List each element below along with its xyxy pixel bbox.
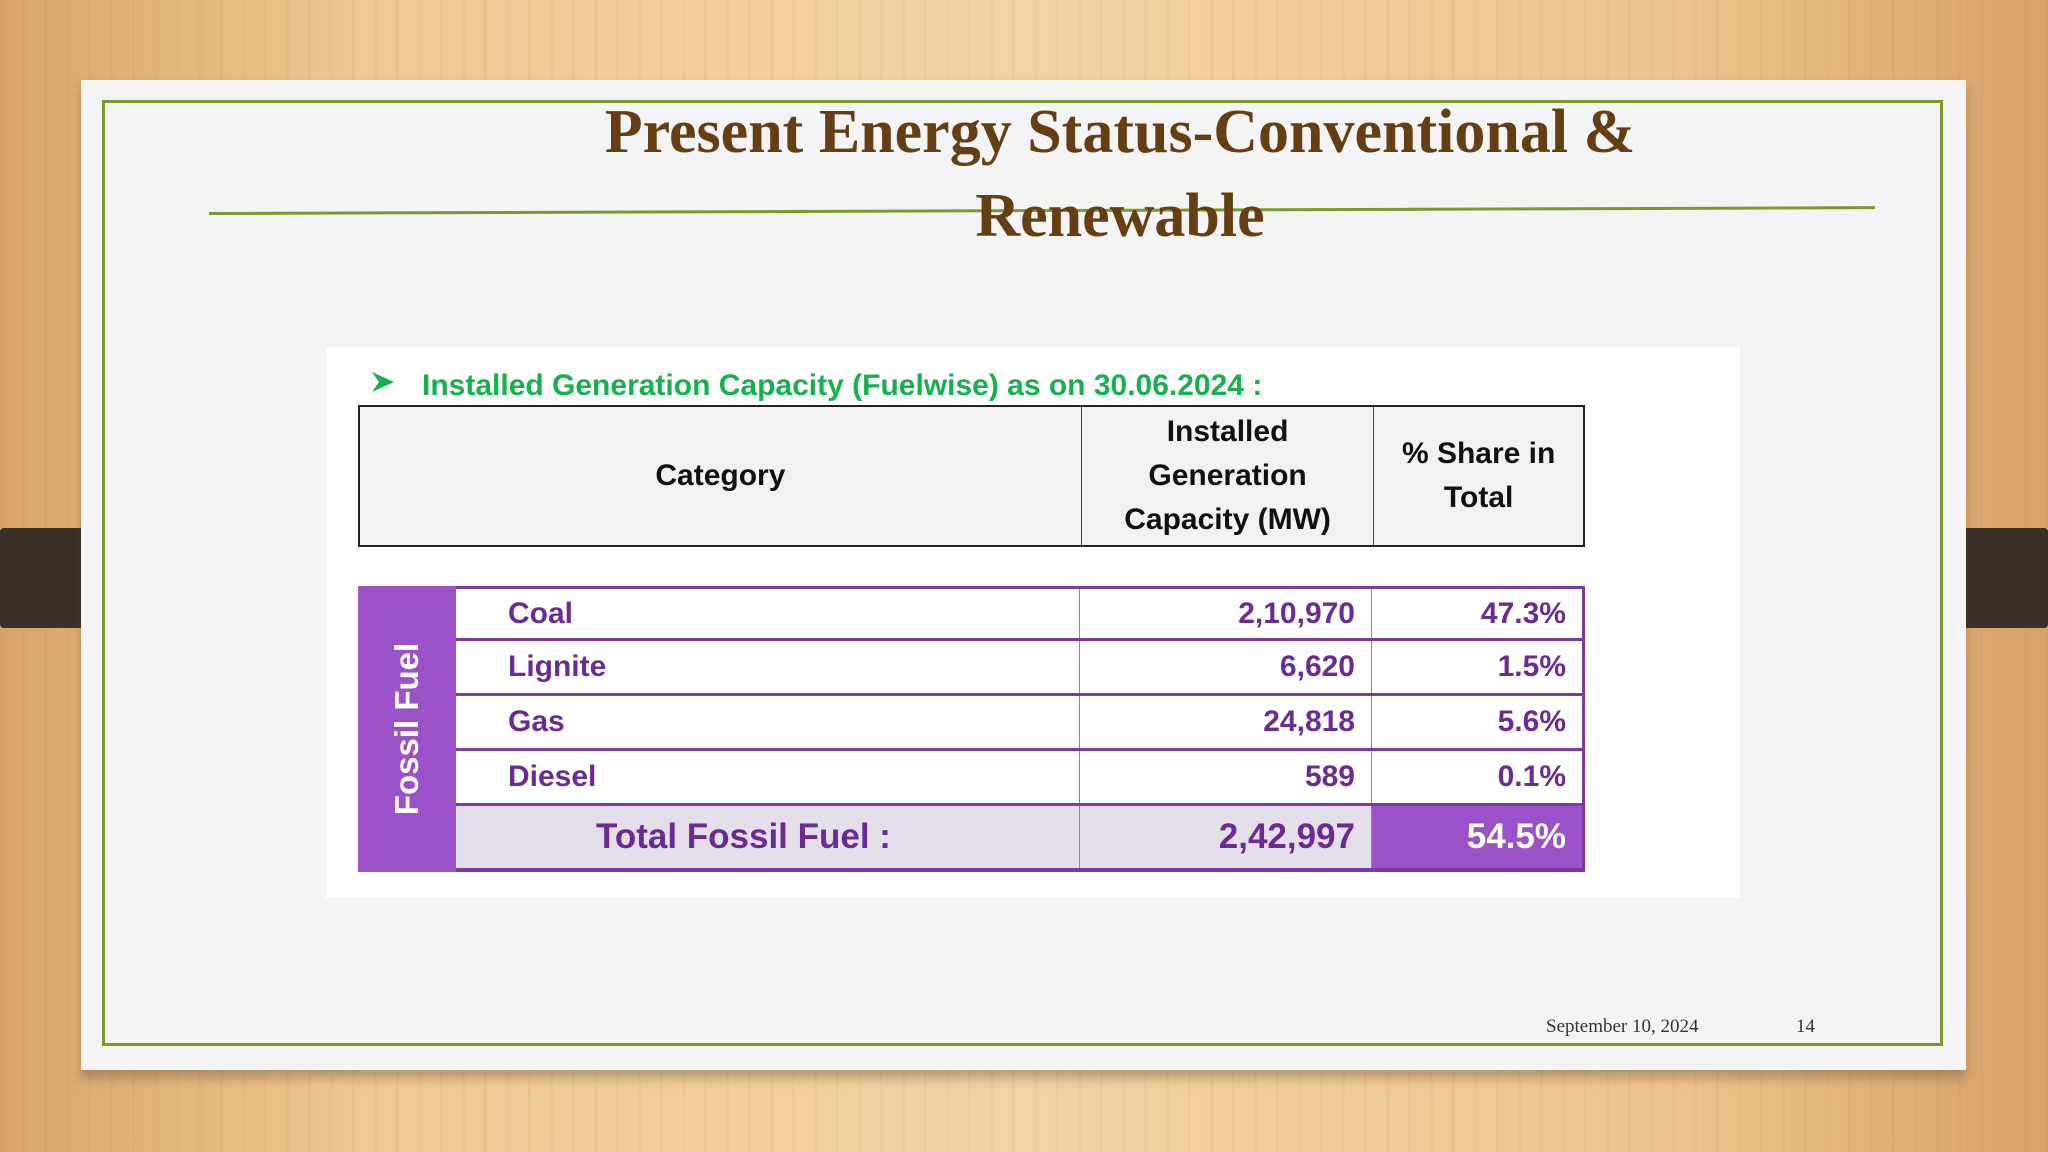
arrowhead-bullet-icon (370, 369, 396, 403)
header-share-line-2: Total (1443, 481, 1514, 514)
subtitle-text: Installed Generation Capacity (Fuelwise)… (422, 369, 1263, 402)
table-row: Lignite 6,620 1.5% (456, 641, 1585, 696)
slide-title: Present Energy Status-Conventional & Ren… (480, 90, 1760, 258)
header-capacity-line-2: Generation (1148, 459, 1307, 492)
group-label: Fossil Fuel (388, 642, 425, 816)
row-share: 5.6% (1372, 696, 1585, 748)
header-capacity-line-1: Installed (1166, 415, 1289, 448)
table-row: Gas 24,818 5.6% (456, 696, 1585, 751)
title-line-1: Present Energy Status-Conventional & (604, 98, 1636, 166)
row-share: 0.1% (1372, 751, 1585, 803)
total-share: 54.5% (1372, 806, 1585, 868)
row-category: Diesel (456, 751, 1080, 803)
row-capacity: 589 (1080, 751, 1372, 803)
group-label-cell: Fossil Fuel (358, 586, 456, 872)
title-line-2: Renewable (975, 182, 1265, 250)
subtitle-line: Installed Generation Capacity (Fuelwise)… (370, 366, 1262, 406)
table-row: Diesel 589 0.1% (456, 751, 1585, 806)
header-share: % Share in Total (1374, 407, 1583, 545)
page-number: 14 (1796, 1016, 1815, 1037)
table-header: Category Installed Generation Capacity (… (358, 405, 1585, 547)
header-share-line-1: % Share in (1401, 437, 1556, 470)
row-category: Gas (456, 696, 1080, 748)
header-category-label: Category (655, 459, 786, 492)
total-label: Total Fossil Fuel : (456, 806, 1080, 868)
table-row: Coal 2,10,970 47.3% (456, 586, 1585, 641)
header-capacity: Installed Generation Capacity (MW) (1082, 407, 1375, 545)
footer-date: September 10, 2024 (1546, 1016, 1699, 1037)
fossil-fuel-table: Fossil Fuel Coal 2,10,970 47.3% Lignite … (358, 586, 1585, 872)
slide-frame (102, 100, 1943, 1046)
total-row: Total Fossil Fuel : 2,42,997 54.5% (456, 806, 1585, 872)
header-category: Category (360, 407, 1082, 545)
row-capacity: 2,10,970 (1080, 589, 1372, 638)
row-category: Lignite (456, 641, 1080, 693)
header-capacity-label: Installed Generation Capacity (MW) (1124, 410, 1331, 542)
row-category: Coal (456, 589, 1080, 638)
header-capacity-line-3: Capacity (MW) (1124, 503, 1331, 536)
row-capacity: 24,818 (1080, 696, 1372, 748)
row-capacity: 6,620 (1080, 641, 1372, 693)
row-share: 1.5% (1372, 641, 1585, 693)
row-share: 47.3% (1372, 589, 1585, 638)
total-capacity: 2,42,997 (1080, 806, 1372, 868)
header-share-label: % Share in Total (1402, 432, 1555, 520)
